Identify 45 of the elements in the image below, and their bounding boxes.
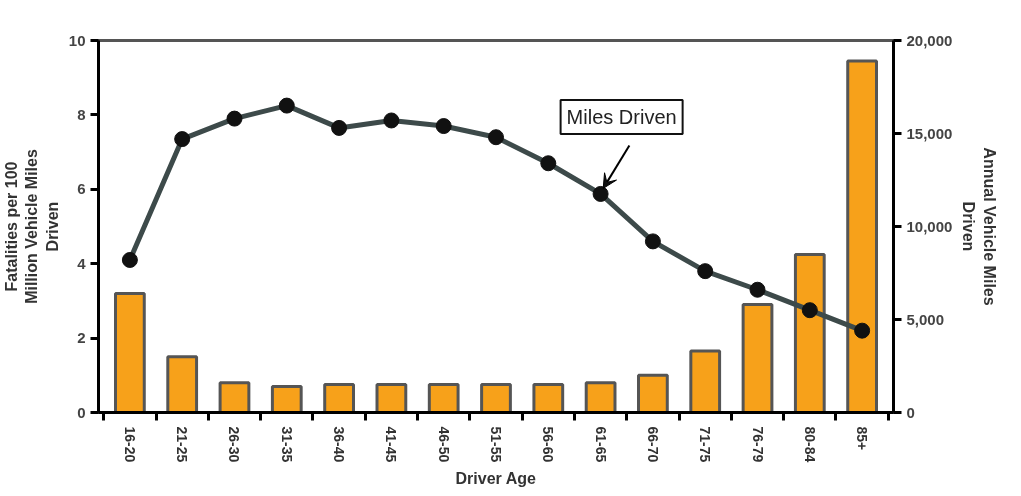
- x-tick-label: 80-84: [801, 426, 818, 463]
- x-tick-label: 16-20: [121, 426, 138, 463]
- y-axis-title: Fatalities per 100 Million Vehicle Miles Driven: [3, 149, 61, 304]
- bar: [427, 383, 460, 413]
- y2-tick-label: 15,000: [906, 124, 953, 142]
- bar: [741, 303, 774, 413]
- bar: [689, 349, 722, 413]
- x-axis-title: Driver Age: [455, 470, 536, 488]
- y-tick-label: 2: [77, 329, 86, 347]
- bar: [532, 383, 565, 413]
- y-tick-label: 10: [68, 31, 86, 49]
- bar: [114, 291, 146, 413]
- y2-tick-label: 20,000: [906, 31, 953, 49]
- bar: [793, 252, 826, 413]
- y-tick-label: 4: [77, 254, 87, 272]
- x-tick-label: 21-25: [174, 426, 191, 463]
- x-tick-label: 56-60: [540, 426, 557, 463]
- x-tick-label: 76-79: [749, 426, 766, 463]
- y2-tick-label: 0: [906, 403, 915, 421]
- bar: [846, 59, 878, 413]
- bar: [584, 381, 617, 413]
- x-tick-label: 51-55: [488, 426, 504, 463]
- y2-axis-title: Annual Vehicle Miles Driven: [960, 147, 998, 306]
- x-tick-label: 41-45: [383, 426, 400, 463]
- bar: [375, 383, 408, 413]
- x-tick-label: 66-70: [644, 426, 661, 463]
- x-tick-label: 31-35: [278, 426, 295, 463]
- y-tick-label: 0: [77, 403, 86, 421]
- x-tick-label: 85+: [854, 426, 871, 451]
- bar: [637, 373, 669, 413]
- bar: [270, 384, 303, 413]
- bar: [166, 355, 199, 413]
- bar: [323, 383, 355, 413]
- y2-tick-label: 10,000: [906, 217, 953, 235]
- x-tick-label: 46-50: [435, 426, 452, 463]
- x-tick-label: 71-75: [697, 426, 714, 463]
- x-tick-label: 36-40: [331, 426, 348, 463]
- bar: [480, 383, 512, 413]
- y2-tick-label: 5,000: [906, 310, 945, 328]
- x-tick-label: 61-65: [592, 426, 609, 463]
- y-tick-label: 8: [77, 105, 86, 123]
- x-tick-label: 26-30: [226, 426, 243, 463]
- series-label: Miles Driven: [566, 105, 677, 128]
- bar: [218, 381, 251, 413]
- y-tick-label: 6: [77, 180, 86, 198]
